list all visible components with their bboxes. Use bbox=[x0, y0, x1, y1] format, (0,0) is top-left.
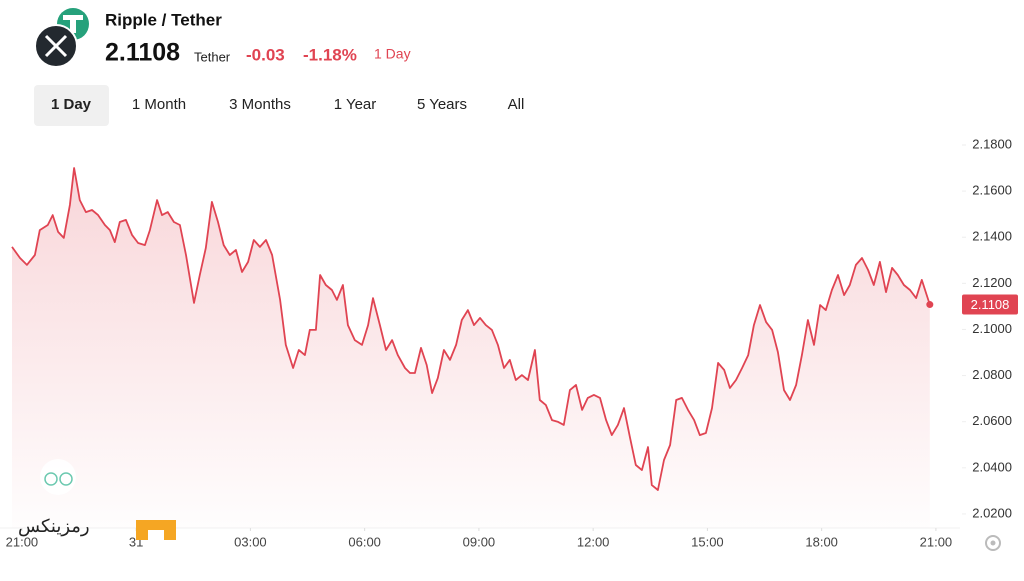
y-tick-label: 2.1000 bbox=[972, 321, 1012, 336]
tab[interactable]: 1 Month bbox=[132, 96, 186, 113]
unit: Tether bbox=[194, 49, 231, 64]
period: 1 Day bbox=[374, 46, 411, 62]
y-tick-label: 2.1200 bbox=[972, 275, 1012, 290]
y-tick-label: 2.1600 bbox=[972, 183, 1012, 198]
x-tick-label: 15:00 bbox=[691, 534, 724, 549]
tab[interactable]: All bbox=[508, 96, 525, 113]
brand-icon bbox=[44, 472, 73, 486]
y-tick-label: 2.1800 bbox=[972, 136, 1012, 151]
watermark-logo bbox=[136, 520, 176, 540]
pair: Ripple / Tether bbox=[105, 10, 222, 29]
tab[interactable]: 1 Year bbox=[334, 96, 377, 113]
tab[interactable]: 3 Months bbox=[229, 96, 291, 113]
last-price-box bbox=[962, 294, 1018, 315]
x-tick-label: 06:00 bbox=[348, 534, 381, 549]
last-point bbox=[926, 301, 934, 309]
plot: 2.0200 2.0400 2.0600 2.0800 2.1000 2.1200 2.14… bbox=[0, 136, 1018, 549]
x-tick-label: 21:00 bbox=[6, 534, 39, 549]
change: -0.03 bbox=[246, 45, 285, 64]
last-price-label: 2.1108 bbox=[971, 297, 1010, 312]
brand-badge bbox=[40, 459, 76, 495]
x-tick-label: 18:00 bbox=[805, 534, 838, 549]
y-tick-label: 2.0600 bbox=[972, 413, 1012, 428]
x-tick-label: 12:00 bbox=[577, 534, 610, 549]
tab[interactable]: 1 Day bbox=[51, 96, 92, 113]
area bbox=[12, 168, 930, 528]
x-tick-label: 21:00 bbox=[920, 534, 953, 549]
price-line bbox=[11, 167, 931, 491]
change-pct: -1.18% bbox=[303, 45, 357, 64]
y-tick-label: 2.1400 bbox=[972, 229, 1012, 244]
y-tick-label: 2.0200 bbox=[972, 505, 1012, 520]
tab[interactable]: 5 Years bbox=[417, 96, 467, 113]
price: 2.1108 bbox=[105, 39, 180, 67]
x-tick-label: 03:00 bbox=[234, 534, 267, 549]
x-tick-label: 09:00 bbox=[463, 534, 496, 549]
watermark: رمزینکس bbox=[18, 516, 90, 537]
tabs: 1 Day 1 Month 3 Months 1 Year 5 Years All bbox=[51, 96, 524, 113]
y-tick-label: 2.0400 bbox=[972, 459, 1012, 474]
coin-icons bbox=[34, 8, 89, 68]
y-tick-label: 2.0800 bbox=[972, 367, 1012, 382]
active-tab-bg bbox=[34, 85, 109, 126]
settings-icon[interactable] bbox=[985, 535, 1001, 551]
